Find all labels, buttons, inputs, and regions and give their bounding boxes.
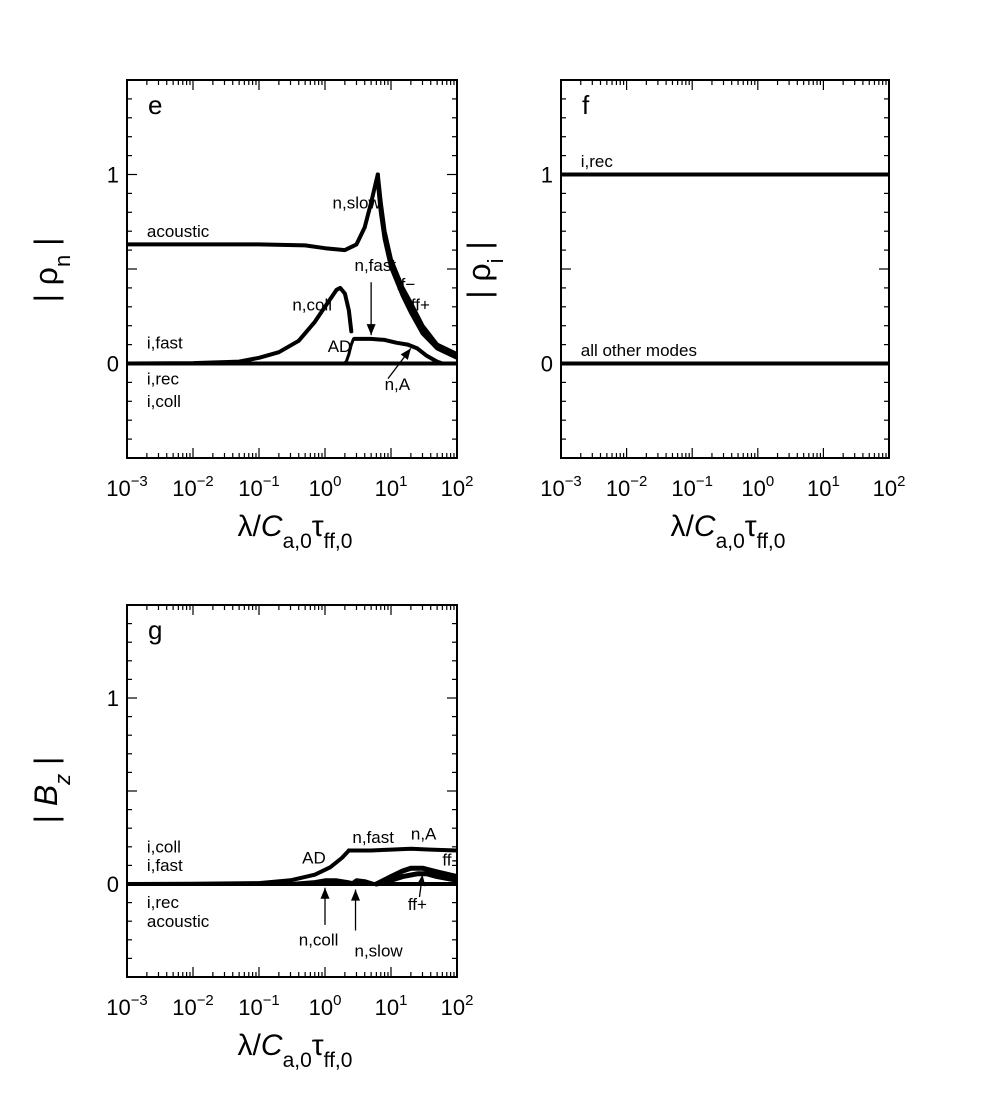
x-axis-label: λ/Ca,0τff,0 — [238, 1029, 353, 1072]
y-tick-label: 1 — [541, 163, 553, 188]
svg-text:| ρn |: | ρn | — [28, 238, 75, 303]
series-group — [127, 172, 457, 366]
annotation-label: i,fast — [147, 333, 183, 352]
x-tick-label: 10−1 — [238, 473, 280, 501]
annotation-label: i,rec — [581, 152, 614, 171]
annotation-label: AD — [328, 337, 352, 356]
x-ticks — [560, 80, 890, 458]
x-tick-labels: 10−3 10−2 10−1 100 101 102 — [106, 992, 473, 1020]
annotation-label: n,A — [385, 375, 411, 394]
y-tick-labels: 01 — [541, 163, 553, 377]
x-axis-label: λ/Ca,0τff,0 — [238, 510, 353, 553]
x-tick-label: 100 — [741, 473, 774, 501]
y-tick-label: 0 — [107, 872, 119, 897]
y-ticks — [127, 79, 457, 459]
curve-ff- — [373, 871, 457, 887]
x-tick-label: 101 — [375, 473, 408, 501]
annotation-label: i,fast — [147, 856, 183, 875]
svg-text:| ρi |: | ρi | — [461, 241, 508, 299]
y-ticks — [127, 604, 457, 978]
x-axis-label: λ/Ca,0τff,0 — [671, 510, 786, 553]
arrows — [320, 874, 426, 931]
x-tick-label: 10−1 — [671, 473, 713, 501]
curve-n-fast — [352, 336, 410, 347]
svg-text:| Bz |: | Bz | — [28, 757, 75, 824]
annotation-label: AD — [302, 849, 326, 868]
x-tick-label: 10−3 — [106, 473, 148, 501]
annotation-label: n,slow — [333, 194, 382, 213]
annotation-arrow-head — [366, 324, 376, 336]
x-tick-labels: 10−3 10−2 10−1 100 101 102 — [106, 473, 473, 501]
x-tick-label: 10−3 — [540, 473, 582, 501]
annotation-arrow-head — [400, 348, 411, 360]
annotation-label: ff+ — [408, 895, 427, 914]
x-tick-label: 10−3 — [106, 992, 148, 1020]
annotation-label: n,fast — [355, 256, 397, 275]
plot-frame — [560, 79, 890, 459]
annotation-label: i,rec — [147, 893, 180, 912]
arrows — [366, 282, 412, 380]
x-ticks — [126, 80, 458, 458]
y-axis-label: | Bz | — [28, 757, 75, 824]
x-tick-label: 101 — [375, 992, 408, 1020]
annotation-label: acoustic — [147, 222, 210, 241]
y-tick-labels: 01 — [107, 163, 119, 377]
annotation-arrow-head — [351, 889, 361, 901]
y-axis-label: | ρn | — [28, 238, 75, 303]
annotation-label: n,coll — [292, 296, 332, 315]
x-tick-label: 100 — [309, 992, 342, 1020]
x-tick-label: 10−1 — [238, 992, 280, 1020]
annotation-label: ff- — [442, 850, 457, 869]
series-group — [561, 172, 889, 366]
annotation-label: i,coll — [147, 392, 181, 411]
annotation-label: ff− — [396, 275, 415, 294]
annotation-label: n,fast — [352, 828, 394, 847]
y-tick-label: 1 — [107, 686, 119, 711]
annotation-arrow-head — [416, 874, 426, 887]
x-tick-label: 102 — [441, 473, 474, 501]
y-ticks — [561, 79, 889, 459]
x-ticks — [126, 605, 458, 977]
panel-letter: f — [582, 90, 590, 120]
y-tick-label: 0 — [541, 352, 553, 377]
panel-letter: g — [148, 615, 162, 645]
annotation-label: n,A — [411, 824, 437, 843]
annotation-label: all other modes — [581, 341, 697, 360]
annotations: i,rec all other modes — [581, 152, 697, 360]
series-group — [127, 846, 457, 887]
annotation-label: i,rec — [147, 369, 180, 388]
y-tick-label: 1 — [107, 163, 119, 188]
x-tick-label: 10−2 — [606, 473, 648, 501]
curve-ff- — [375, 180, 457, 360]
annotation-label: acoustic — [147, 912, 210, 931]
annotation-arrow-head — [320, 887, 330, 899]
x-tick-labels: 10−3 10−2 10−1 100 101 102 — [540, 473, 905, 501]
y-axis-label: | ρi | — [461, 241, 508, 299]
y-tick-labels: 01 — [107, 686, 119, 897]
x-tick-label: 102 — [441, 992, 474, 1020]
x-tick-label: 10−2 — [172, 992, 214, 1020]
annotation-label: n,coll — [299, 930, 339, 949]
annotation-label: ff+ — [411, 296, 430, 315]
annotation-label: i,coll — [147, 837, 181, 856]
curve-acoustic — [127, 172, 380, 253]
curve-n-fast — [346, 846, 457, 853]
x-tick-label: 101 — [807, 473, 840, 501]
x-tick-label: 100 — [309, 473, 342, 501]
panel-letter: e — [148, 90, 162, 120]
x-tick-label: 102 — [873, 473, 906, 501]
x-tick-label: 10−2 — [172, 473, 214, 501]
annotation-label: n,slow — [355, 942, 404, 961]
curve-ff- — [373, 865, 457, 887]
y-tick-label: 0 — [107, 352, 119, 377]
